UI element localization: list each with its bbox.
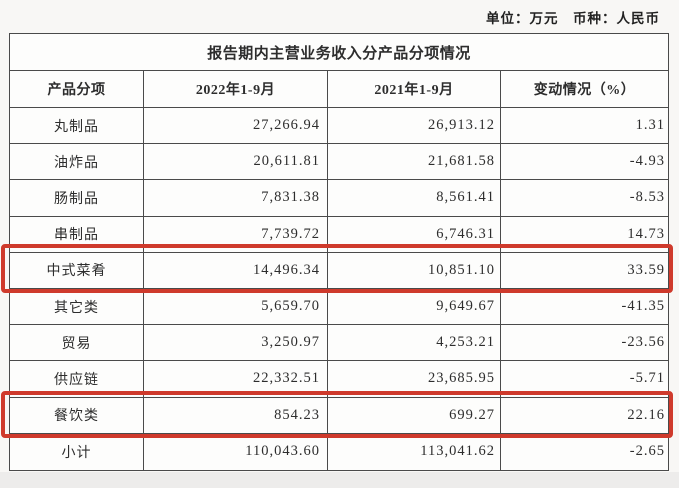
cell-2021-value: 21,681.58 xyxy=(328,144,501,180)
cell-2022-value: 854.23 xyxy=(144,397,328,433)
table-row: 小计 110,043.60 113,041.62 -2.65 xyxy=(10,433,668,470)
header-2021-period: 2021年1-9月 xyxy=(328,71,501,107)
cell-2021-value: 699.27 xyxy=(328,397,501,433)
table-row: 餐饮类 854.23 699.27 22.16 xyxy=(10,397,668,434)
cell-2021-value: 26,913.12 xyxy=(328,108,501,144)
cell-change-value: 14.73 xyxy=(627,225,665,242)
unit-currency-note: 单位：万元 币种：人民币 xyxy=(486,11,660,26)
table-row: 串制品 7,739.72 6,746.31 14.73 xyxy=(10,216,668,253)
cell-2022-value: 7,739.72 xyxy=(144,216,328,252)
cell-change-value: -4.93 xyxy=(629,153,665,170)
cell-product-name: 中式菜肴 xyxy=(10,252,144,288)
cell-product-name: 肠制品 xyxy=(10,180,144,216)
table-row: 丸制品 27,266.94 26,913.12 1.31 xyxy=(10,108,668,145)
cell-product-name: 油炸品 xyxy=(10,144,144,180)
table-body: 丸制品 27,266.94 26,913.12 1.31 油炸品 20,611.… xyxy=(10,108,668,470)
cell-2022-value: 20,611.81 xyxy=(144,144,328,180)
table-title: 报告期内主营业务收入分产品分项情况 xyxy=(10,34,668,71)
header-product-segment: 产品分项 xyxy=(10,71,144,107)
header-change-percent: 变动情况（%） xyxy=(533,83,636,98)
cell-2021-value: 8,561.41 xyxy=(328,180,501,216)
cell-change-value: -2.65 xyxy=(629,443,665,460)
cell-product-name: 供应链 xyxy=(10,361,144,397)
cell-change-value: 22.16 xyxy=(627,406,665,423)
cell-change-value: -41.35 xyxy=(621,298,665,315)
cell-2021-value: 9,649.67 xyxy=(328,288,501,325)
table-row: 其它类 5,659.70 9,649.67 -41.35 xyxy=(10,288,668,326)
cell-product-name: 贸易 xyxy=(10,325,144,361)
cell-product-name: 小计 xyxy=(10,433,144,470)
header-2022-period: 2022年1-9月 xyxy=(144,71,328,107)
cell-product-name: 其它类 xyxy=(10,288,144,325)
cell-2022-value: 7,831.38 xyxy=(144,180,328,216)
cell-2021-value: 23,685.95 xyxy=(328,361,501,397)
cell-2022-value: 22,332.51 xyxy=(144,361,328,397)
cell-product-name: 餐饮类 xyxy=(10,397,144,433)
cell-2021-value: 6,746.31 xyxy=(328,216,501,252)
cell-change-value: -23.56 xyxy=(621,334,665,351)
table-row: 贸易 3,250.97 4,253.21 -23.56 xyxy=(10,325,668,362)
cell-product-name: 串制品 xyxy=(10,216,144,252)
cell-2021-value: 10,851.10 xyxy=(328,252,501,288)
table-row: 供应链 22,332.51 23,685.95 -5.71 xyxy=(10,361,668,398)
table-header-row: 产品分项 2022年1-9月 2021年1-9月 变动情况（%） xyxy=(10,71,668,108)
cell-2021-value: 4,253.21 xyxy=(328,325,501,361)
page-bottom-strip xyxy=(0,472,679,488)
cell-2022-value: 110,043.60 xyxy=(144,433,328,470)
cell-change-value: 1.31 xyxy=(635,117,665,134)
cell-change-value: 33.59 xyxy=(627,261,665,278)
revenue-table: 报告期内主营业务收入分产品分项情况 产品分项 2022年1-9月 2021年1-… xyxy=(9,33,669,471)
cell-2022-value: 3,250.97 xyxy=(144,325,328,361)
cell-change-value: -8.53 xyxy=(629,189,665,206)
table-row: 油炸品 20,611.81 21,681.58 -4.93 xyxy=(10,144,668,181)
cell-2021-value: 113,041.62 xyxy=(328,433,501,470)
table-row: 肠制品 7,831.38 8,561.41 -8.53 xyxy=(10,180,668,217)
cell-2022-value: 27,266.94 xyxy=(144,108,328,144)
table-row: 中式菜肴 14,496.34 10,851.10 33.59 xyxy=(10,252,668,289)
cell-2022-value: 5,659.70 xyxy=(144,288,328,325)
cell-2022-value: 14,496.34 xyxy=(144,252,328,288)
cell-change-value: -5.71 xyxy=(629,370,665,387)
cell-product-name: 丸制品 xyxy=(10,108,144,144)
